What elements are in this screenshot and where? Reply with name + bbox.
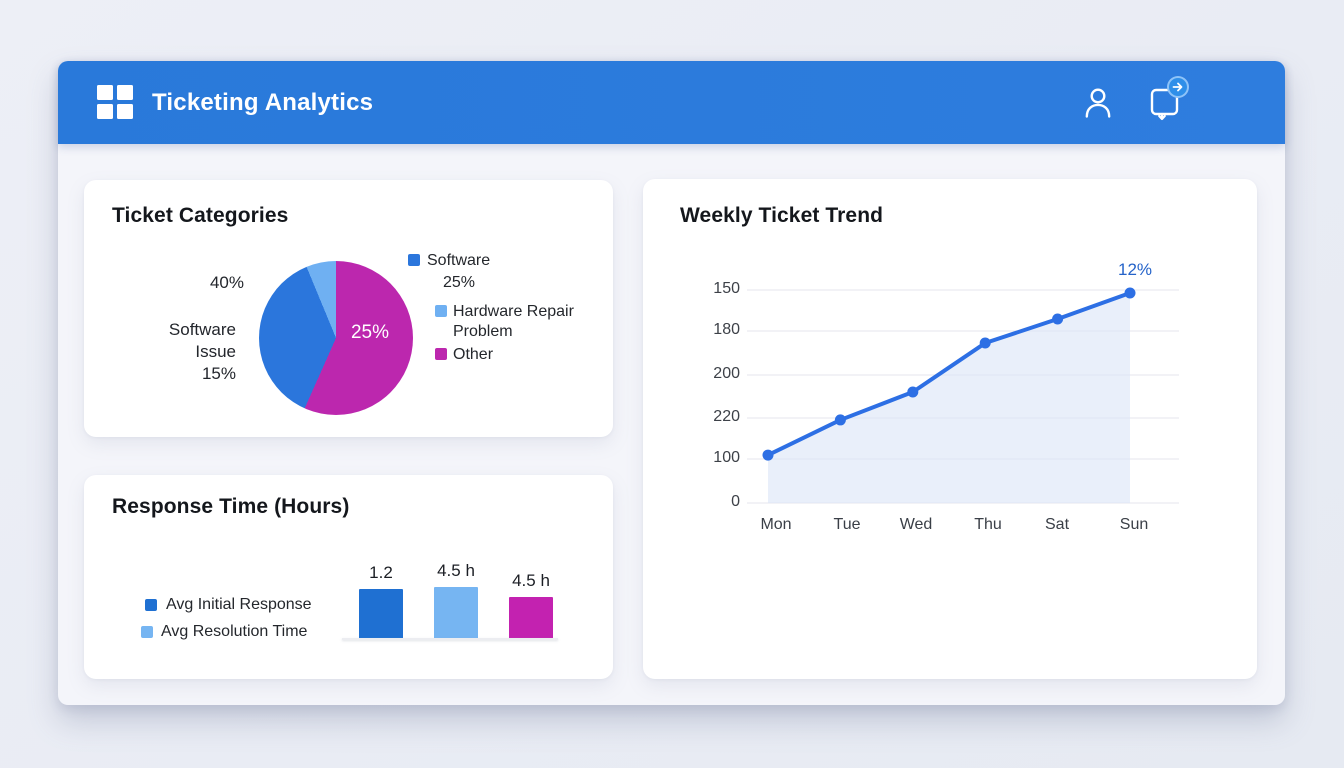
x-axis-tick: Tue — [833, 516, 861, 533]
card-title: Ticket Categories — [112, 204, 289, 227]
pie-callout-40: 40% — [209, 273, 244, 292]
card-title: Response Time (Hours) — [112, 495, 350, 518]
legend-label-initial-response: Avg Initial Response — [166, 596, 312, 613]
legend-swatch-hardware — [435, 305, 447, 317]
pie-callout-software-issue: Software Issue 15% — [124, 319, 236, 385]
y-axis-tick: 220 — [713, 408, 740, 425]
legend-label-hardware: Hardware Repair Problem — [453, 303, 574, 340]
x-axis-tick: Sat — [1044, 516, 1070, 533]
legend-swatch-software — [408, 254, 420, 266]
weekly-trend-card: Weekly Ticket Trend 150 180 200 220 100 … — [643, 179, 1257, 679]
bar-resolution-time — [434, 587, 478, 639]
y-axis-tick: 150 — [713, 280, 740, 297]
grid-tile — [117, 104, 133, 119]
grid-tile — [117, 85, 133, 100]
notification-icon[interactable] — [1150, 75, 1189, 121]
bar-other — [509, 597, 553, 639]
pie-chart — [259, 261, 413, 415]
y-axis-tick: 0 — [731, 493, 740, 510]
x-axis-tick: Sun — [1119, 516, 1149, 533]
response-time-card: Response Time (Hours) Avg Initial Respon… — [84, 475, 613, 679]
legend-swatch-other — [435, 348, 447, 360]
x-axis-tick: Thu — [974, 516, 1002, 533]
trend-annotation: 12% — [1117, 260, 1153, 279]
y-axis-tick: 200 — [713, 365, 740, 382]
legend-label-software: Software — [427, 252, 491, 269]
y-axis-tick: 180 — [713, 321, 740, 338]
ticket-categories-card: Ticket Categories 25% 40% Software Issue… — [84, 180, 613, 437]
app-header: Ticketing Analytics — [58, 61, 1285, 144]
card-title: Weekly Ticket Trend — [680, 204, 884, 227]
y-axis-tick: 100 — [713, 449, 740, 466]
bar-initial-response — [359, 589, 403, 639]
app-panel: Ticketing Analytics — [58, 61, 1285, 705]
legend-sublabel-software: 25% — [443, 274, 476, 291]
pie-slice-label: 25% — [350, 322, 390, 343]
legend-label-other: Other — [453, 346, 494, 363]
notification-badge — [1167, 75, 1189, 98]
bar-value-label: 4.5 h — [437, 561, 475, 580]
page-title: Ticketing Analytics — [152, 88, 374, 116]
x-axis-tick: Mon — [760, 516, 792, 533]
legend-label-resolution-time: Avg Resolution Time — [161, 623, 308, 640]
line-chart — [747, 287, 1179, 504]
pie-callout-line2: 15% — [201, 364, 236, 383]
user-icon[interactable] — [1083, 86, 1113, 120]
bar-chart-baseline — [342, 638, 558, 640]
legend-swatch-resolution-time — [141, 626, 153, 638]
grid-tile — [97, 104, 113, 119]
grid-tile — [97, 85, 113, 100]
app-grid-icon[interactable] — [97, 85, 133, 120]
bar-value-label: 1.2 — [369, 563, 393, 582]
pie-callout-line1: Software Issue — [168, 320, 236, 361]
bar-value-label: 4.5 h — [512, 571, 550, 590]
menu-icon[interactable] — [1217, 92, 1245, 113]
header-actions — [1083, 75, 1245, 121]
x-axis-tick: Wed — [899, 516, 933, 533]
legend-swatch-initial-response — [145, 599, 157, 611]
